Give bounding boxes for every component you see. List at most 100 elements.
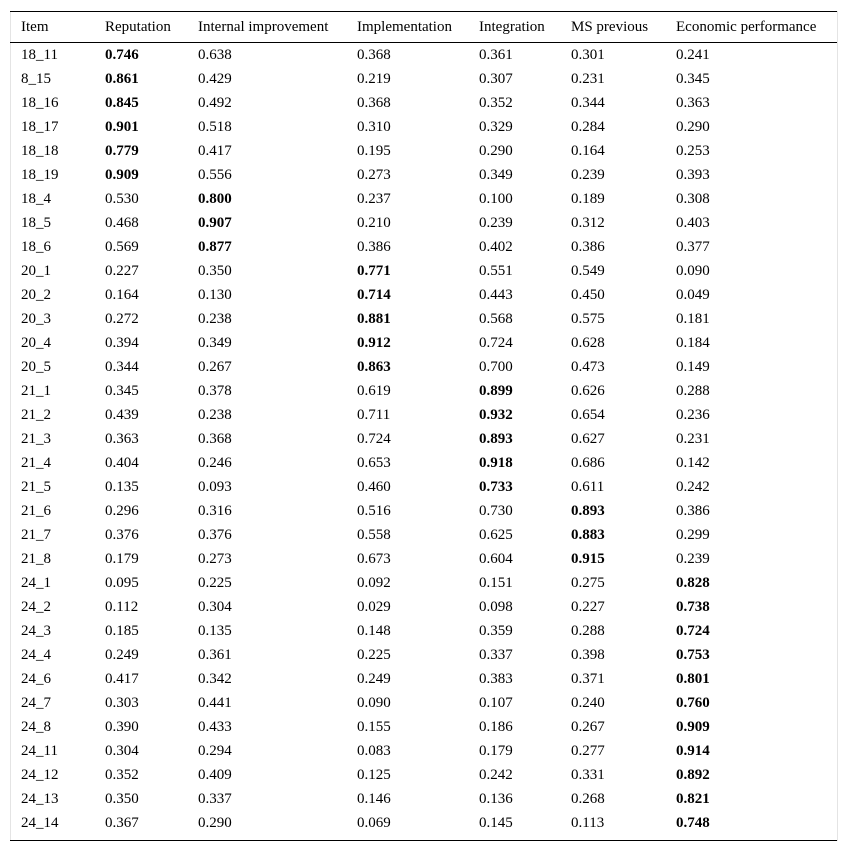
value-cell: 0.142 — [676, 455, 710, 471]
item-cell: 18_11 — [21, 47, 58, 63]
value-cell: 0.249 — [105, 647, 139, 663]
value-cell: 0.724 — [479, 335, 513, 351]
value-cell: 0.275 — [571, 575, 605, 591]
value-cell: 0.304 — [198, 599, 232, 615]
value-cell: 0.312 — [571, 215, 605, 231]
value-cell: 0.345 — [676, 71, 710, 87]
value-cell: 0.242 — [479, 767, 513, 783]
value-cell: 0.184 — [676, 335, 710, 351]
value-cell: 0.403 — [676, 215, 710, 231]
value-cell: 0.239 — [479, 215, 513, 231]
value-cell: 0.417 — [105, 671, 139, 687]
value-cell: 0.227 — [571, 599, 605, 615]
value-cell: 0.238 — [198, 311, 232, 327]
value-cell: 0.907 — [198, 215, 232, 231]
value-cell: 0.227 — [105, 263, 139, 279]
value-cell: 0.738 — [676, 599, 710, 615]
value-cell: 0.753 — [676, 647, 710, 663]
value-cell: 0.367 — [105, 815, 139, 831]
item-cell: 24_2 — [21, 599, 51, 615]
value-cell: 0.861 — [105, 71, 139, 87]
item-cell: 21_2 — [21, 407, 51, 423]
value-cell: 0.402 — [479, 239, 513, 255]
value-cell: 0.135 — [105, 479, 139, 495]
value-cell: 0.093 — [198, 479, 232, 495]
value-cell: 0.450 — [571, 287, 605, 303]
item-cell: 20_3 — [21, 311, 51, 327]
value-cell: 0.361 — [479, 47, 513, 63]
value-cell: 0.575 — [571, 311, 605, 327]
value-cell: 0.307 — [479, 71, 513, 87]
value-cell: 0.195 — [357, 143, 391, 159]
value-cell: 0.386 — [676, 503, 710, 519]
value-cell: 0.113 — [571, 815, 605, 831]
value-cell: 0.468 — [105, 215, 139, 231]
value-cell: 0.029 — [357, 599, 391, 615]
value-cell: 0.748 — [676, 815, 710, 831]
value-cell: 0.711 — [357, 407, 391, 423]
value-cell: 0.368 — [357, 47, 391, 63]
value-cell: 0.179 — [105, 551, 139, 567]
value-cell: 0.237 — [357, 191, 391, 207]
value-cell: 0.918 — [479, 455, 513, 471]
value-cell: 0.368 — [198, 431, 232, 447]
value-cell: 0.568 — [479, 311, 513, 327]
value-cell: 0.386 — [571, 239, 605, 255]
value-cell: 0.304 — [105, 743, 139, 759]
value-cell: 0.398 — [571, 647, 605, 663]
value-cell: 0.376 — [105, 527, 139, 543]
item-cell: 21_3 — [21, 431, 51, 447]
value-cell: 0.273 — [198, 551, 232, 567]
value-cell: 0.130 — [198, 287, 232, 303]
value-cell: 0.148 — [357, 623, 391, 639]
value-cell: 0.611 — [571, 479, 605, 495]
value-cell: 0.909 — [676, 719, 710, 735]
value-cell: 0.272 — [105, 311, 139, 327]
value-cell: 0.344 — [571, 95, 605, 111]
item-cell: 18_17 — [21, 119, 59, 135]
value-cell: 0.441 — [198, 695, 232, 711]
item-cell: 24_11 — [21, 743, 58, 759]
value-cell: 0.883 — [571, 527, 605, 543]
value-cell: 0.308 — [676, 191, 710, 207]
value-cell: 0.238 — [198, 407, 232, 423]
header-cell: Implementation — [357, 19, 452, 35]
value-cell: 0.277 — [571, 743, 605, 759]
value-cell: 0.932 — [479, 407, 513, 423]
value-cell: 0.329 — [479, 119, 513, 135]
value-cell: 0.915 — [571, 551, 605, 567]
value-cell: 0.095 — [105, 575, 139, 591]
item-cell: 21_1 — [21, 383, 51, 399]
value-cell: 0.724 — [357, 431, 391, 447]
value-cell: 0.181 — [676, 311, 710, 327]
value-cell: 0.349 — [198, 335, 232, 351]
value-cell: 0.390 — [105, 719, 139, 735]
value-cell: 0.225 — [357, 647, 391, 663]
value-cell: 0.686 — [571, 455, 605, 471]
item-cell: 20_1 — [21, 263, 51, 279]
value-cell: 0.638 — [198, 47, 232, 63]
value-cell: 0.145 — [479, 815, 513, 831]
value-cell: 0.863 — [357, 359, 391, 375]
value-cell: 0.337 — [198, 791, 232, 807]
value-cell: 0.724 — [676, 623, 710, 639]
value-cell: 0.186 — [479, 719, 513, 735]
value-cell: 0.090 — [357, 695, 391, 711]
item-cell: 24_12 — [21, 767, 59, 783]
value-cell: 0.092 — [357, 575, 391, 591]
value-cell: 0.821 — [676, 791, 710, 807]
table-border — [837, 11, 838, 841]
value-cell: 0.267 — [571, 719, 605, 735]
value-cell: 0.185 — [105, 623, 139, 639]
value-cell: 0.518 — [198, 119, 232, 135]
value-cell: 0.236 — [676, 407, 710, 423]
value-cell: 0.628 — [571, 335, 605, 351]
value-cell: 0.164 — [571, 143, 605, 159]
value-cell: 0.417 — [198, 143, 232, 159]
value-cell: 0.069 — [357, 815, 391, 831]
value-cell: 0.342 — [198, 671, 232, 687]
value-cell: 0.760 — [676, 695, 710, 711]
item-cell: 24_4 — [21, 647, 51, 663]
value-cell: 0.909 — [105, 167, 139, 183]
value-cell: 0.516 — [357, 503, 391, 519]
